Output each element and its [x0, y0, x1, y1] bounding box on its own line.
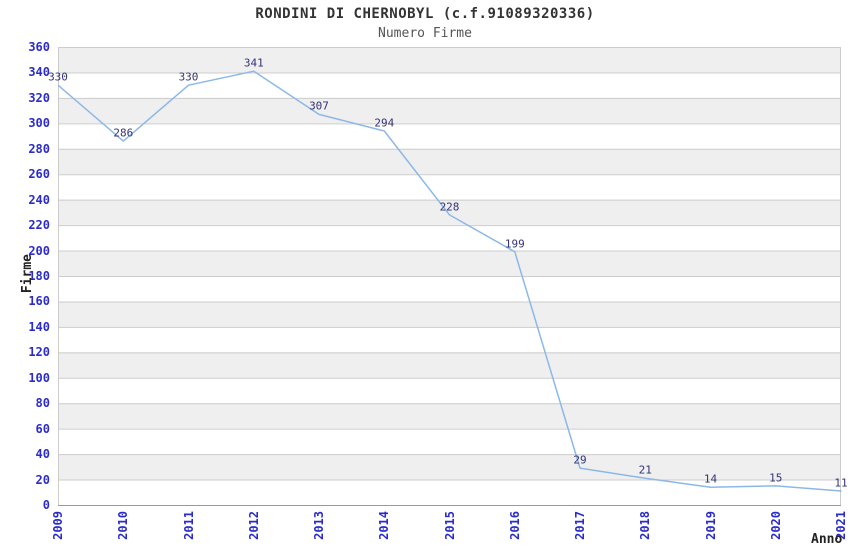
data-label: 14: [703, 472, 718, 486]
y-tick-label: 100: [28, 370, 50, 385]
data-label: 330: [48, 70, 68, 84]
x-tick-label: 2016: [507, 511, 522, 540]
plot-area: [58, 47, 842, 506]
series-line: [58, 70, 842, 492]
y-tick-label: 160: [28, 294, 50, 309]
y-tick-label: 220: [28, 218, 50, 233]
data-label: 11: [834, 476, 848, 490]
y-tick-label: 120: [28, 345, 50, 360]
y-tick-label: 140: [28, 319, 50, 334]
data-label: 341: [243, 56, 264, 70]
x-tick-label: 2020: [768, 511, 783, 540]
y-axis-title: Firme: [20, 254, 35, 294]
y-tick-label: 260: [28, 167, 50, 182]
x-tick-label: 2009: [51, 511, 65, 540]
grid-stripe: [58, 403, 841, 429]
y-tick-label: 280: [28, 141, 50, 156]
grid-stripe: [58, 301, 841, 327]
grid-stripe: [58, 148, 841, 175]
y-tick-label: 80: [35, 396, 50, 411]
data-label: 29: [573, 453, 587, 467]
y-tick-label: 60: [35, 421, 50, 436]
x-tick-label: 2019: [703, 511, 718, 540]
grid-stripe: [58, 47, 841, 73]
y-tick-label: 20: [35, 472, 50, 487]
x-tick-label: 2011: [181, 511, 196, 540]
x-tick-label: 2014: [377, 511, 392, 540]
x-axis-title: Anno: [811, 532, 843, 547]
grid-stripe: [58, 199, 841, 226]
x-tick-label: 2013: [312, 511, 326, 540]
grid-stripe: [58, 250, 841, 276]
y-tick-label: 240: [28, 192, 50, 207]
data-label: 228: [439, 200, 460, 214]
grid-stripe: [58, 454, 841, 480]
y-tick-label: 180: [28, 269, 50, 283]
y-tick-label: 300: [28, 116, 50, 131]
x-tick-label: 2017: [573, 511, 587, 540]
data-label: 294: [374, 116, 395, 130]
y-tick-label: 320: [28, 90, 50, 105]
y-tick-label: 340: [28, 65, 50, 80]
data-label: 286: [113, 126, 134, 140]
y-tick-label: 0: [42, 498, 50, 512]
x-tick-label: 2010: [116, 511, 131, 540]
grid-stripe: [58, 97, 841, 124]
y-tick-label: 360: [28, 40, 50, 54]
chart-title: RONDINI DI CHERNOBYL (c.f.91089320336): [255, 6, 595, 22]
grid-stripe: [58, 352, 841, 378]
data-label: 330: [178, 70, 199, 84]
data-label: 21: [638, 463, 652, 477]
x-tick-label: 2015: [442, 511, 457, 540]
x-tick-label: 2012: [246, 511, 261, 540]
data-label: 307: [309, 99, 329, 113]
data-label: 199: [504, 237, 525, 251]
chart-subtitle: Numero Firme: [378, 26, 472, 41]
data-label: 15: [769, 471, 783, 485]
x-tick-label: 2018: [638, 511, 653, 540]
y-tick-label: 200: [28, 243, 50, 258]
y-tick-label: 40: [35, 447, 50, 462]
